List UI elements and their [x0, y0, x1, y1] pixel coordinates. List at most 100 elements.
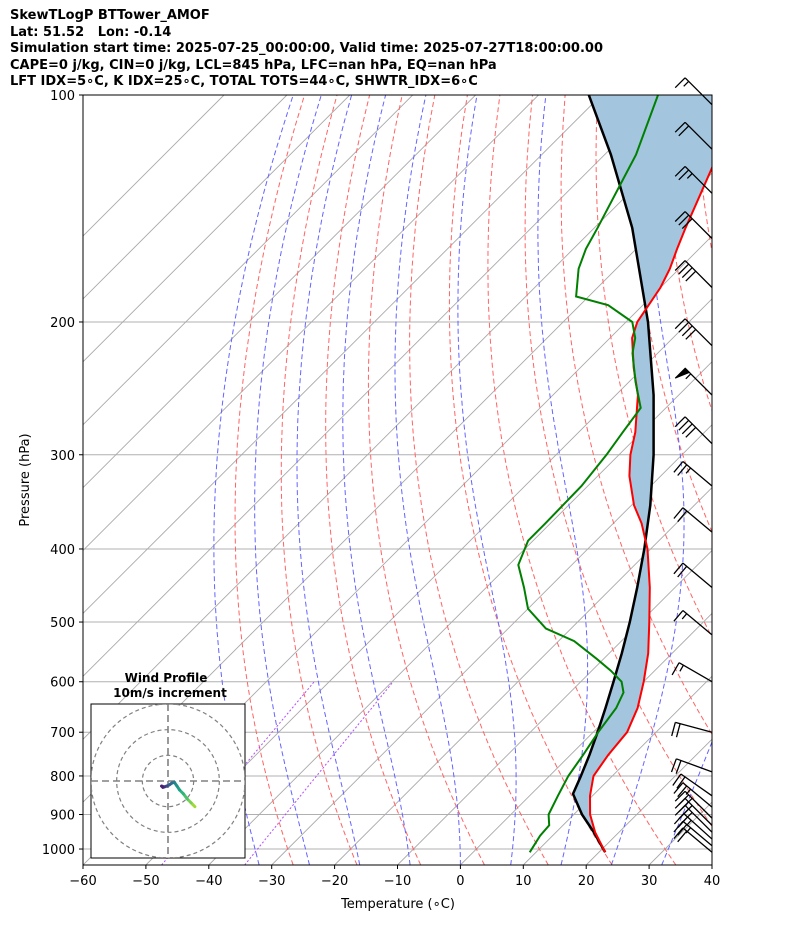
moist-adiabat — [213, 95, 294, 865]
dry-adiabat — [524, 95, 712, 828]
wind-barb — [674, 121, 713, 150]
parcel-profile-line — [571, 95, 655, 853]
barb-full — [676, 776, 686, 789]
barb-full — [674, 260, 686, 271]
wind-barb — [674, 367, 713, 396]
wind-barb — [673, 562, 713, 589]
isotherm-line — [271, 424, 712, 865]
moist-adiabat — [610, 95, 685, 865]
temperature-line — [588, 165, 712, 853]
isotherm-line — [83, 95, 539, 552]
barb-full — [675, 760, 682, 774]
barb-staff — [683, 813, 713, 840]
barb-full — [673, 782, 684, 794]
barb-full — [670, 758, 677, 773]
moist-adiabat — [537, 95, 589, 865]
barb-full — [681, 797, 693, 809]
barb-staff — [684, 165, 713, 194]
dry-adiabat — [662, 95, 712, 413]
dry-adiabat — [325, 95, 422, 865]
barb-full — [677, 785, 688, 798]
dry-adiabat — [280, 95, 358, 865]
barb-full — [681, 423, 693, 435]
hodograph-segment — [160, 784, 165, 789]
barb-full — [678, 419, 690, 431]
y-tick-label: 900 — [50, 809, 75, 824]
profiles — [517, 95, 712, 853]
barb-staff — [684, 797, 713, 826]
barb-full — [681, 805, 693, 816]
isotherm-line — [83, 95, 414, 426]
hodograph-subtitle: 10m/s increment — [113, 686, 227, 700]
dry-adiabat — [234, 95, 305, 865]
wind-barb — [673, 507, 713, 533]
barb-staff — [684, 211, 713, 239]
barb-full — [678, 169, 690, 181]
isotherm-line — [83, 95, 288, 300]
dry-adiabat — [694, 95, 712, 255]
barb-full — [677, 565, 688, 578]
hodograph-title: Wind Profile — [125, 671, 208, 685]
index-line: LFT IDX=5∘C, K IDX=25∘C, TOTAL TOTS=44∘C… — [10, 74, 478, 89]
barb-full — [677, 510, 688, 523]
y-tick-label: 100 — [50, 89, 75, 104]
barb-full — [678, 125, 690, 137]
barb-full — [681, 218, 693, 230]
dewpoint-line — [517, 95, 659, 853]
mixing-ratio-line — [161, 681, 315, 865]
barb-staff — [676, 758, 713, 773]
barb-full — [677, 830, 688, 843]
wind-barb — [674, 416, 713, 445]
isotherm-line — [83, 95, 225, 237]
barb-full — [674, 121, 686, 133]
dry-adiabat — [560, 95, 712, 736]
barb-full — [678, 321, 690, 333]
barb-staff — [678, 662, 713, 683]
dry-adiabat — [728, 95, 794, 865]
barb-full — [678, 794, 690, 806]
barb-full — [685, 426, 697, 438]
wind-barb — [671, 721, 713, 738]
barb-half — [686, 173, 693, 179]
cin-shading — [573, 95, 712, 853]
barb-staff — [684, 790, 713, 819]
barb-full — [685, 328, 697, 340]
barb-staff — [684, 260, 713, 288]
hodograph-inset: Wind Profile 10m/s increment — [90, 671, 246, 859]
isotherm-line — [397, 549, 712, 865]
barb-staff — [684, 121, 713, 150]
barb-full — [673, 562, 684, 575]
barb-half — [683, 80, 690, 87]
x-tick-label: 20 — [578, 874, 595, 889]
y-tick-label: 500 — [50, 616, 75, 631]
x-tick-label: −30 — [258, 874, 285, 889]
wind-barb — [673, 782, 713, 808]
barb-full — [674, 77, 686, 89]
isotherm-line — [460, 612, 712, 865]
y-tick-label: 200 — [50, 316, 75, 331]
barb-full — [677, 824, 688, 836]
wind-barb — [671, 662, 713, 683]
y-tick-label: 700 — [50, 726, 75, 741]
barb-half — [685, 788, 692, 795]
barb-full — [678, 263, 690, 275]
moist-adiabat — [457, 95, 517, 865]
x-tick-label: −40 — [195, 874, 222, 889]
dry-adiabat — [367, 95, 485, 865]
dry-adiabat — [448, 95, 613, 865]
barb-half — [681, 613, 688, 620]
barb-full — [673, 461, 684, 473]
barb-staff — [682, 507, 713, 533]
wind-barb — [673, 610, 713, 636]
barb-full — [674, 211, 686, 222]
isotherm-line — [145, 298, 712, 865]
isotherm-line — [208, 361, 712, 865]
barb-full — [681, 811, 693, 823]
isotherm-line — [83, 95, 351, 363]
wind-barb — [674, 790, 713, 819]
dry-adiabat — [761, 95, 794, 865]
wind-barb — [674, 165, 713, 194]
barb-staff — [682, 610, 713, 636]
wind-barb — [673, 461, 713, 487]
